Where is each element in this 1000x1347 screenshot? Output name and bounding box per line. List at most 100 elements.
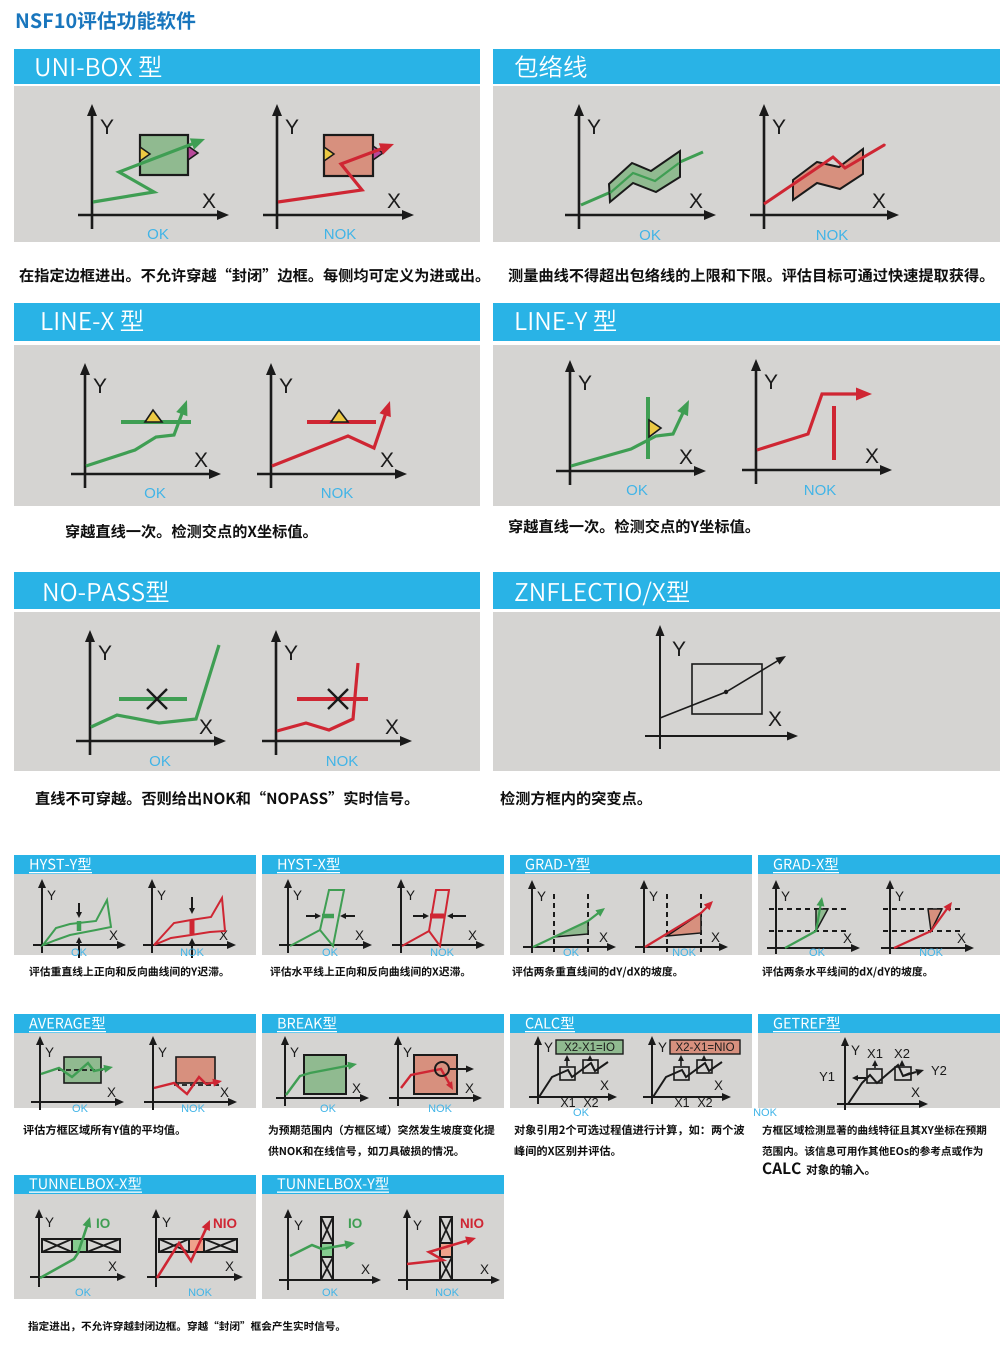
svg-text:Y: Y [764,371,778,394]
svg-text:X2-X1=NIO: X2-X1=NIO [675,1042,734,1054]
svg-text:Y: Y [403,1045,412,1060]
svg-text:OK: OK [144,485,166,502]
svg-text:X2: X2 [697,1096,712,1110]
svg-text:X: X [109,928,118,943]
svg-text:NOK: NOK [816,227,849,244]
svg-text:Y: Y [672,638,686,661]
svg-text:OK: OK [71,947,88,959]
svg-text:X2: X2 [894,1046,910,1061]
svg-text:NOK: NOK [430,947,455,959]
svg-text:OK: OK [626,482,648,499]
svg-text:NOK: NOK [804,482,837,499]
svg-text:Y: Y [895,889,904,904]
svg-text:X: X [843,931,852,946]
svg-text:X: X [689,190,703,213]
svg-text:OK: OK [149,753,171,770]
svg-text:NIO: NIO [213,1216,237,1231]
svg-text:X: X [225,1259,234,1274]
svg-text:X2-X1=IO: X2-X1=IO [564,1042,615,1054]
svg-text:X: X [199,716,213,739]
svg-text:NOK: NOK [672,947,697,959]
svg-text:IO: IO [96,1216,110,1231]
svg-text:Y: Y [93,375,107,398]
svg-text:OK: OK [563,947,580,959]
svg-text:X: X [865,445,879,468]
svg-text:Y: Y [100,116,114,139]
svg-text:X: X [768,708,782,731]
svg-text:NOK: NOK [326,753,359,770]
svg-text:X: X [714,1078,723,1093]
svg-text:X1: X1 [674,1096,689,1110]
svg-text:X: X [872,190,886,213]
svg-text:IO: IO [348,1216,362,1231]
svg-text:Y: Y [544,1040,553,1055]
svg-text:Y: Y [537,889,546,904]
svg-text:Y: Y [294,1218,303,1233]
svg-text:X: X [957,931,966,946]
svg-text:X1: X1 [867,1046,883,1061]
svg-text:Y: Y [45,1045,54,1060]
svg-text:Y: Y [158,1045,167,1060]
svg-text:NOK: NOK [435,1287,460,1299]
svg-text:NOK: NOK [180,947,205,959]
svg-text:OK: OK [147,226,169,243]
svg-text:Y: Y [279,375,293,398]
svg-text:OK: OK [320,1103,337,1115]
svg-text:OK: OK [639,227,661,244]
svg-text:NIO: NIO [460,1216,484,1231]
svg-text:NOK: NOK [324,226,357,243]
svg-text:X: X [600,1078,609,1093]
svg-text:Y: Y [290,1045,299,1060]
svg-text:Y: Y [413,1218,422,1233]
svg-text:X: X [219,928,228,943]
svg-text:Y: Y [781,889,790,904]
svg-text:OK: OK [322,1287,339,1299]
svg-text:Y: Y [293,888,302,903]
svg-text:Y: Y [658,1040,667,1055]
svg-text:Y: Y [649,889,658,904]
svg-text:X: X [202,190,216,213]
svg-text:NOK: NOK [321,485,354,502]
svg-text:Y: Y [285,116,299,139]
svg-text:X: X [220,1085,229,1100]
svg-text:Y: Y [578,372,592,395]
svg-text:Y2: Y2 [931,1063,947,1078]
svg-text:NOK: NOK [753,1107,778,1119]
svg-text:X: X [468,928,477,943]
svg-text:Y: Y [587,116,601,139]
svg-text:X: X [107,1085,116,1100]
svg-text:X: X [911,1085,920,1100]
svg-text:OK: OK [809,947,826,959]
svg-text:X: X [355,928,364,943]
svg-text:X2: X2 [583,1096,598,1110]
svg-text:OK: OK [322,947,339,959]
svg-text:NOK: NOK [181,1103,206,1115]
svg-text:X1: X1 [560,1096,575,1110]
svg-text:X: X [352,1081,361,1096]
svg-text:NOK: NOK [919,947,944,959]
svg-text:OK: OK [573,1107,590,1119]
svg-text:NOK: NOK [188,1287,213,1299]
svg-text:X: X [385,716,399,739]
svg-text:Y: Y [772,116,786,139]
svg-text:Y: Y [162,1215,171,1230]
svg-text:Y: Y [851,1043,860,1058]
svg-text:X: X [480,1262,489,1277]
svg-text:X: X [599,930,608,945]
svg-text:Y: Y [284,642,298,665]
svg-text:Y: Y [47,888,56,903]
svg-text:Y: Y [98,642,112,665]
svg-text:Y: Y [406,888,415,903]
svg-text:X: X [108,1259,117,1274]
svg-text:X: X [711,930,720,945]
svg-text:X: X [465,1081,474,1096]
svg-text:OK: OK [75,1287,92,1299]
svg-text:OK: OK [72,1103,89,1115]
svg-text:Y1: Y1 [819,1069,835,1084]
svg-text:X: X [387,190,401,213]
svg-text:X: X [194,449,208,472]
svg-text:X: X [679,446,693,469]
svg-text:X: X [361,1262,370,1277]
svg-text:Y: Y [45,1215,54,1230]
svg-text:Y: Y [157,888,166,903]
